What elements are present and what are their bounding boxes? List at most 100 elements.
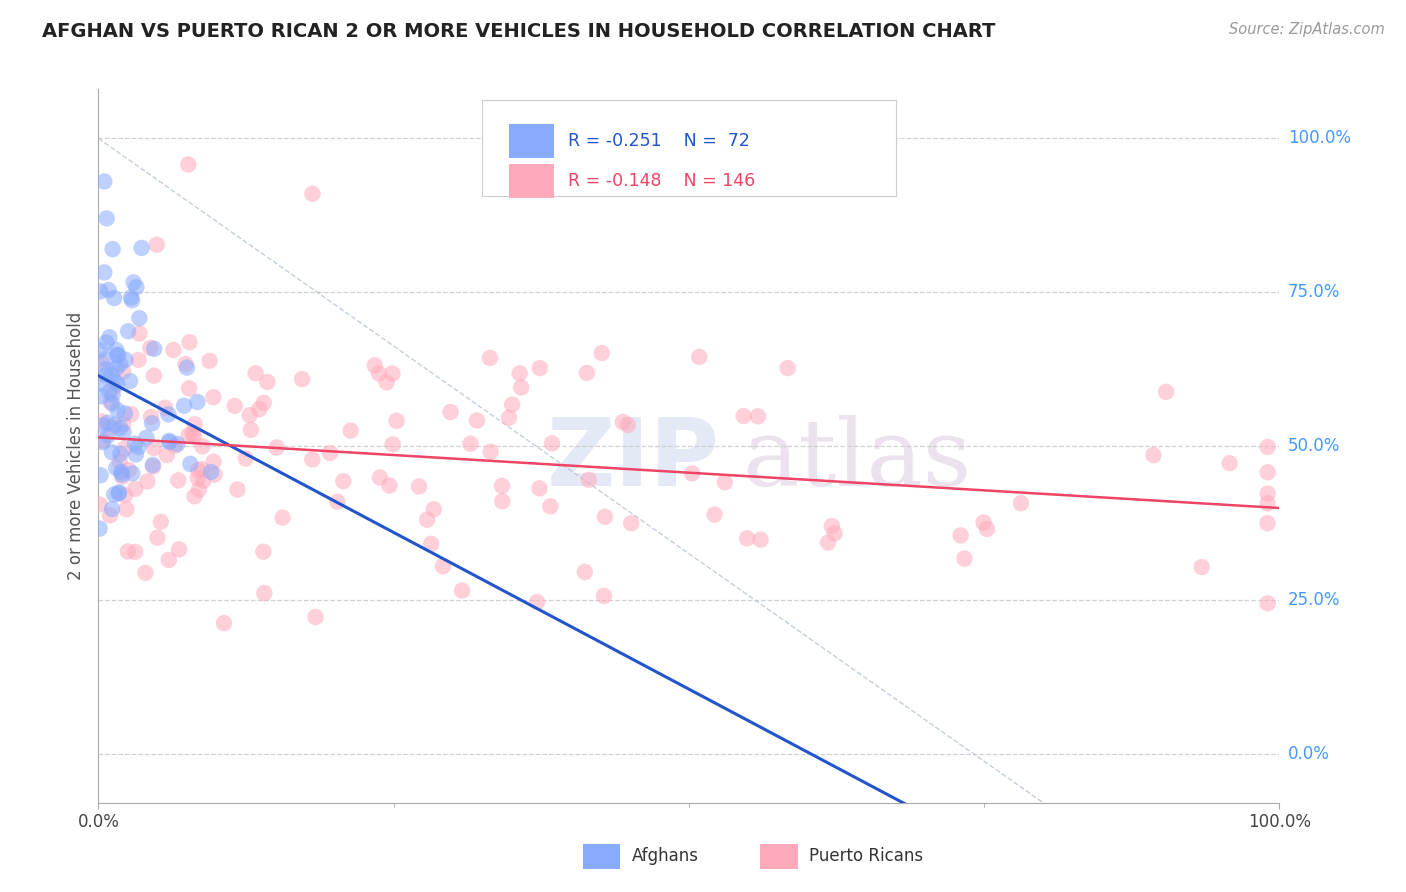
Point <box>107 348 129 362</box>
Point <box>735 531 758 545</box>
Point <box>145 237 167 252</box>
Point <box>422 502 444 516</box>
Point <box>212 616 235 631</box>
Point <box>1191 560 1213 574</box>
Point <box>1010 496 1032 510</box>
Point <box>591 346 613 360</box>
Point <box>271 510 294 524</box>
Point <box>105 348 128 362</box>
Point <box>110 421 132 435</box>
Point <box>142 441 165 455</box>
Point <box>100 395 122 409</box>
Point <box>173 399 195 413</box>
Point <box>96 335 118 350</box>
Text: ZIP: ZIP <box>547 414 720 507</box>
Point <box>256 375 278 389</box>
Point <box>114 488 136 502</box>
Point <box>620 516 643 531</box>
Point <box>128 311 150 326</box>
Point <box>101 242 124 256</box>
Text: 50.0%: 50.0% <box>1288 437 1340 455</box>
Point <box>108 486 131 500</box>
Point <box>526 595 548 609</box>
Point <box>191 462 214 476</box>
Point <box>510 380 533 394</box>
Point <box>89 497 111 511</box>
Point <box>121 293 143 308</box>
Point <box>163 439 186 453</box>
Point <box>101 387 124 401</box>
Point <box>91 418 114 433</box>
Point <box>142 458 165 472</box>
Point <box>385 414 408 428</box>
Point <box>465 413 488 427</box>
Y-axis label: 2 or more Vehicles in Household: 2 or more Vehicles in Household <box>67 312 86 580</box>
Point <box>141 417 163 431</box>
Point <box>183 489 205 503</box>
Point <box>529 361 551 376</box>
Point <box>174 357 197 371</box>
Point <box>368 470 391 484</box>
Point <box>94 352 117 367</box>
Point <box>703 508 725 522</box>
Point <box>139 410 162 425</box>
Point <box>491 479 513 493</box>
Point <box>416 513 439 527</box>
Point <box>479 444 502 458</box>
Point <box>146 531 169 545</box>
Point <box>200 465 222 479</box>
Text: R = -0.251    N =  72: R = -0.251 N = 72 <box>568 132 751 150</box>
Point <box>239 423 262 437</box>
Point <box>167 474 190 488</box>
Point <box>253 396 276 410</box>
Point <box>1154 384 1177 399</box>
Point <box>97 416 120 430</box>
Point <box>304 610 326 624</box>
Point <box>91 435 114 450</box>
Point <box>183 429 205 443</box>
Point <box>339 424 361 438</box>
Point <box>100 368 122 382</box>
Point <box>103 291 125 305</box>
Point <box>319 446 342 460</box>
Point <box>97 283 120 297</box>
Point <box>973 516 995 530</box>
Point <box>326 494 349 508</box>
Point <box>266 441 288 455</box>
Point <box>202 455 225 469</box>
Point <box>976 522 998 536</box>
Text: atlas: atlas <box>742 416 972 505</box>
Point <box>114 406 136 420</box>
Point <box>157 435 180 450</box>
Point <box>149 515 172 529</box>
Point <box>101 502 124 516</box>
Point <box>157 408 180 422</box>
Point <box>105 361 128 376</box>
Point <box>89 285 111 299</box>
Point <box>451 583 474 598</box>
Point <box>101 396 124 410</box>
Point <box>239 408 262 422</box>
Point <box>120 290 142 304</box>
Point <box>776 361 799 376</box>
Point <box>107 403 129 417</box>
Text: R = -0.148    N = 146: R = -0.148 N = 146 <box>568 172 755 190</box>
Point <box>125 280 148 294</box>
Point <box>124 482 146 496</box>
Point <box>193 474 215 488</box>
Point <box>235 451 257 466</box>
Point <box>101 445 124 459</box>
Point <box>420 537 443 551</box>
Point <box>291 372 314 386</box>
Point <box>114 352 136 367</box>
Text: 100.0%: 100.0% <box>1288 129 1351 147</box>
Point <box>94 368 117 383</box>
Point <box>110 465 132 479</box>
Point <box>187 463 209 477</box>
Point <box>498 410 520 425</box>
Point <box>953 551 976 566</box>
Point <box>124 545 146 559</box>
Point <box>733 409 755 423</box>
Text: 25.0%: 25.0% <box>1288 591 1340 609</box>
Point <box>378 478 401 492</box>
